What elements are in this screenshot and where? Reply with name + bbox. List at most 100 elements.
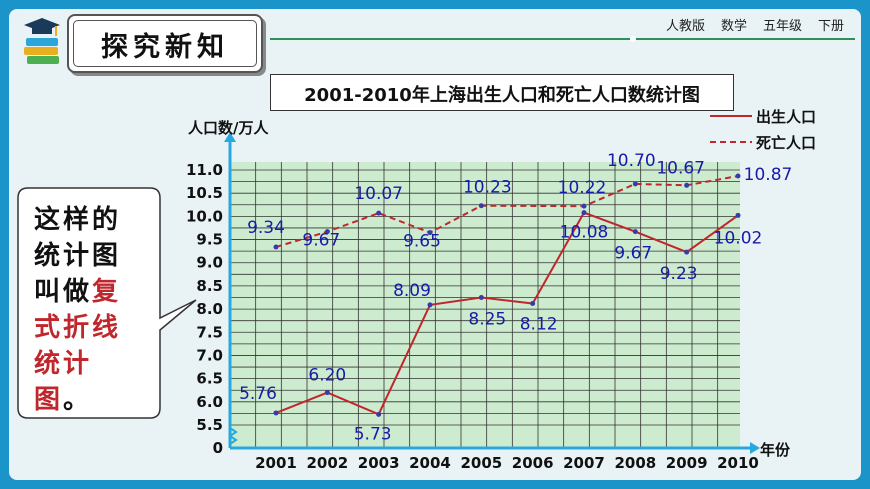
data-label: 5.76 bbox=[239, 384, 277, 404]
y-tick-label: 5.5 bbox=[196, 416, 223, 434]
chart-series bbox=[273, 173, 741, 417]
data-point bbox=[324, 229, 330, 235]
data-label: 9.67 bbox=[302, 231, 340, 251]
x-tick-label: 2001 bbox=[255, 454, 297, 472]
page-title-box: 探究新知 bbox=[67, 14, 263, 73]
breadcrumb-subject: 数学 bbox=[720, 19, 747, 34]
callout-line-3: 叫做复 bbox=[34, 274, 144, 310]
data-point bbox=[376, 411, 382, 417]
data-label: 9.65 bbox=[403, 232, 441, 252]
y-tick-label: 8.0 bbox=[196, 300, 223, 318]
chart-title-box: 2001-2010年上海出生人口和死亡人口数统计图 bbox=[270, 74, 734, 111]
breadcrumb: 人教版 数学 五年级 下册 bbox=[666, 15, 844, 34]
y-axis-label: 人口数/万人 bbox=[188, 119, 269, 137]
axis-break-mark bbox=[228, 427, 238, 445]
data-point bbox=[427, 302, 433, 308]
y-tick-label: 10.0 bbox=[186, 207, 223, 225]
data-label: 10.67 bbox=[656, 158, 705, 178]
data-point bbox=[581, 210, 587, 216]
data-label: 8.12 bbox=[520, 315, 558, 335]
x-tick-label: 2007 bbox=[563, 454, 605, 472]
x-tick-label: 2009 bbox=[666, 454, 708, 472]
callout-line-5: 统计图。 bbox=[34, 346, 144, 418]
callout-line-2: 统计图 bbox=[34, 241, 122, 271]
data-label: 8.25 bbox=[468, 310, 506, 330]
legend-label-death: 死亡人口 bbox=[756, 134, 816, 152]
y-tick-label: 8.5 bbox=[196, 277, 223, 295]
x-tick-label: 2010 bbox=[717, 454, 759, 472]
callout-line-1: 这样的 bbox=[34, 205, 122, 235]
legend-label-birth: 出生人口 bbox=[756, 108, 816, 126]
x-axis-arrow bbox=[750, 442, 760, 454]
chart-grid bbox=[229, 162, 740, 448]
callout-line-5-end: 。 bbox=[63, 385, 93, 415]
data-point bbox=[684, 182, 690, 188]
data-label: 10.22 bbox=[558, 178, 607, 198]
data-point bbox=[376, 210, 382, 216]
header-rule-dot bbox=[630, 36, 636, 42]
callout-term-part-1: 复 bbox=[92, 277, 122, 307]
page-title: 探究新知 bbox=[101, 32, 229, 63]
breadcrumb-volume: 下册 bbox=[817, 19, 844, 34]
books-cap-icon bbox=[24, 18, 60, 64]
y-tick-label: 6.5 bbox=[196, 370, 223, 388]
y-axis-arrow bbox=[224, 132, 236, 142]
data-point bbox=[632, 181, 638, 187]
data-label: 10.87 bbox=[744, 165, 793, 185]
data-point bbox=[427, 230, 433, 236]
x-axis-label: 年份 bbox=[760, 441, 791, 459]
series-line bbox=[275, 211, 739, 416]
callout-term-part-3: 统计图 bbox=[34, 349, 93, 415]
data-point bbox=[581, 203, 587, 209]
callout-line-3-plain: 叫做 bbox=[34, 277, 93, 307]
x-tick-label: 2006 bbox=[512, 454, 554, 472]
x-tick-label: 2002 bbox=[306, 454, 348, 472]
data-label: 10.23 bbox=[463, 178, 512, 198]
chart-ticks: 0 5.5 6.0 6.5 7.0 7.5 8.0 8.5 9.0 9.5 10.0 10.5 11.0… bbox=[186, 161, 759, 472]
chart-title: 2001-2010年上海出生人口和死亡人口数统计图 bbox=[304, 85, 700, 106]
x-tick-label: 2003 bbox=[358, 454, 400, 472]
data-label: 9.67 bbox=[614, 244, 652, 264]
data-point bbox=[478, 295, 484, 300]
breadcrumb-grade: 五年级 bbox=[762, 19, 802, 34]
x-tick-label: 2004 bbox=[409, 454, 451, 472]
y-tick-label: 0 bbox=[213, 439, 223, 457]
y-tick-label: 9.5 bbox=[196, 231, 223, 249]
chart-point-labels: 5.766.205.738.098.25 8.1210.089.679.2310.… bbox=[239, 151, 792, 444]
data-point bbox=[324, 390, 330, 396]
data-label: 10.08 bbox=[560, 223, 609, 243]
y-tick-label: 7.0 bbox=[196, 346, 223, 364]
callout-text: 这样的 统计图 叫做复 式折线 统计图。 bbox=[34, 202, 144, 418]
data-label: 9.23 bbox=[660, 264, 698, 284]
x-tick-label: 2008 bbox=[614, 454, 656, 472]
data-label: 6.20 bbox=[308, 366, 346, 386]
data-label: 8.09 bbox=[393, 281, 431, 301]
y-tick-label: 7.5 bbox=[196, 323, 223, 341]
breadcrumb-publisher: 人教版 bbox=[665, 19, 705, 34]
header-rule bbox=[270, 38, 855, 40]
data-point bbox=[478, 203, 484, 209]
data-label: 10.07 bbox=[354, 184, 403, 204]
data-point bbox=[273, 244, 279, 250]
data-point bbox=[273, 410, 279, 416]
data-point bbox=[684, 249, 690, 255]
data-point bbox=[735, 173, 741, 179]
data-label: 10.70 bbox=[607, 151, 656, 171]
data-point bbox=[632, 229, 638, 235]
data-label: 5.73 bbox=[354, 424, 392, 444]
plot-area bbox=[230, 162, 740, 448]
callout-term-part-2: 式折线 bbox=[34, 313, 122, 343]
y-tick-label: 10.5 bbox=[186, 184, 223, 202]
data-point bbox=[530, 301, 536, 307]
data-label: 9.34 bbox=[247, 218, 285, 238]
data-label: 10.02 bbox=[714, 228, 763, 248]
y-tick-label: 11.0 bbox=[186, 161, 223, 179]
y-tick-label: 6.0 bbox=[196, 393, 223, 411]
y-tick-label: 9.0 bbox=[196, 254, 223, 272]
x-tick-label: 2005 bbox=[460, 454, 502, 472]
data-point bbox=[735, 212, 741, 218]
